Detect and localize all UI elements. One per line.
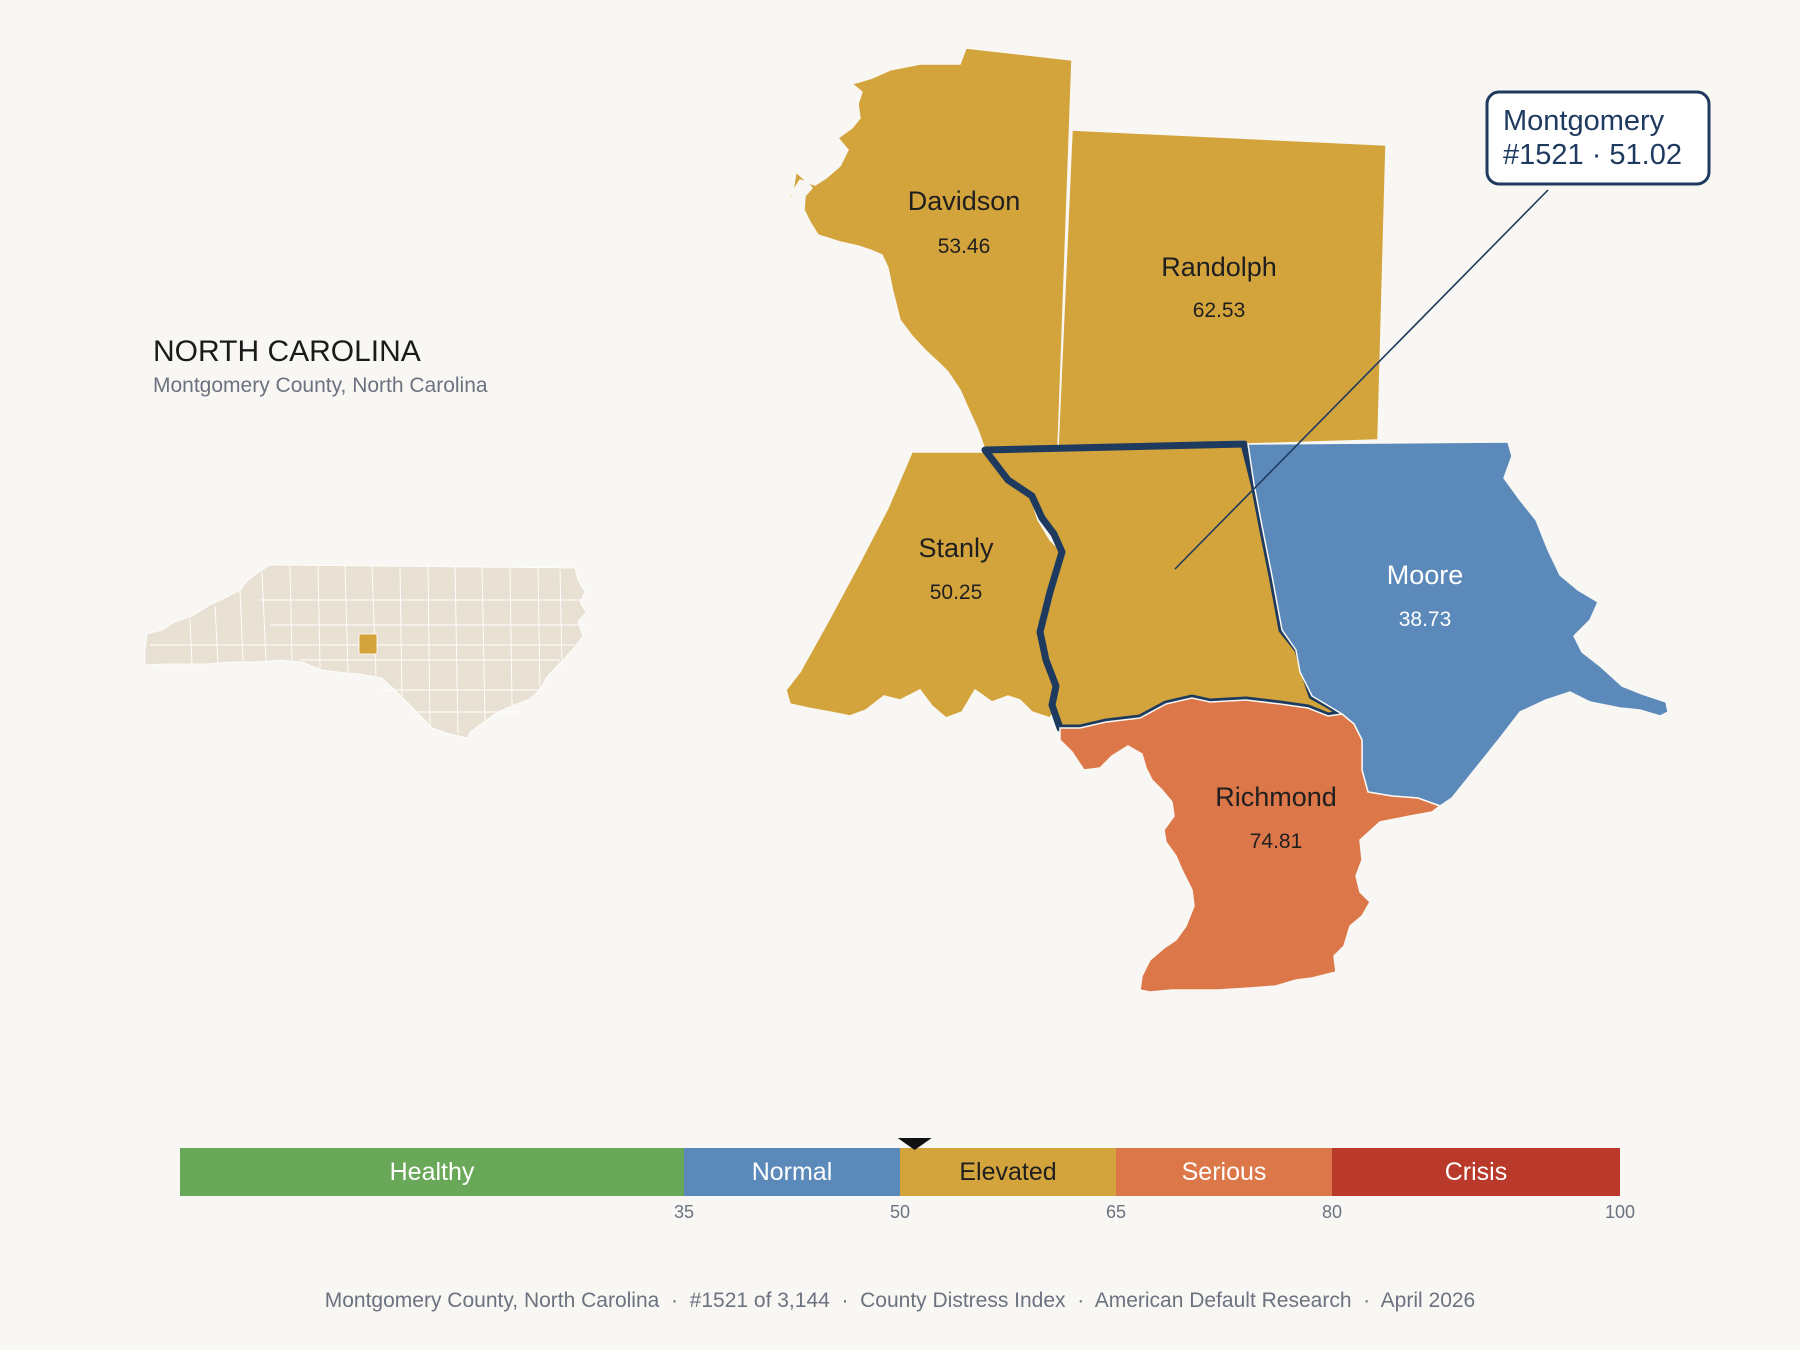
legend-label-normal: Normal <box>752 1158 833 1186</box>
legend-tick-80: 80 <box>1322 1202 1342 1222</box>
legend-band-serious <box>1116 1148 1332 1196</box>
callout-montgomery: Montgomery #1521 · 51.02 <box>1174 90 1711 570</box>
county-richmond[interactable] <box>1059 697 1442 993</box>
callout-name: Montgomery <box>1503 105 1665 137</box>
legend-tick-100: 100 <box>1605 1202 1635 1222</box>
callout-rank-score: #1521 · 51.02 <box>1503 139 1682 171</box>
legend-label-serious: Serious <box>1182 1158 1267 1186</box>
legend-band-healthy <box>180 1148 684 1196</box>
state-subtitle: Montgomery County, North Carolina <box>153 374 488 397</box>
legend-bands: Healthy Normal Elevated Serious Crisis <box>180 1148 1620 1196</box>
inset-county-grid <box>150 565 585 735</box>
legend-band-elevated <box>900 1148 1116 1196</box>
inset-state-map <box>144 564 587 739</box>
label-moore-name: Moore <box>1387 560 1464 590</box>
label-stanly-name: Stanly <box>918 533 994 563</box>
callout-leader-line <box>1174 189 1549 570</box>
legend-band-normal <box>684 1148 900 1196</box>
distress-legend: Healthy Normal Elevated Serious Crisis 35 50 6… <box>180 1138 1635 1222</box>
legend-label-crisis: Crisis <box>1445 1158 1508 1186</box>
callout-box <box>1485 90 1711 186</box>
county-moore[interactable] <box>1247 441 1669 807</box>
legend-tick-35: 35 <box>674 1202 694 1222</box>
label-richmond-name: Richmond <box>1215 782 1337 812</box>
legend-band-crisis <box>1332 1148 1620 1196</box>
label-stanly-value: 50.25 <box>930 581 983 604</box>
label-randolph-name: Randolph <box>1161 252 1277 282</box>
county-labels: Davidson 53.46 Randolph 62.53 Stanly 50.… <box>908 186 1464 853</box>
legend-tick-65: 65 <box>1106 1202 1126 1222</box>
county-davidson[interactable] <box>783 47 1073 451</box>
footer-text: Montgomery County, North Carolina · #152… <box>325 1289 1475 1312</box>
legend-label-elevated: Elevated <box>959 1158 1056 1186</box>
label-davidson-value: 53.46 <box>938 235 991 258</box>
inset-highlight-county <box>358 633 378 655</box>
label-richmond-value: 74.81 <box>1250 830 1303 853</box>
county-map <box>783 47 1669 993</box>
legend-label-healthy: Healthy <box>390 1158 475 1186</box>
county-randolph[interactable] <box>1057 129 1387 449</box>
label-davidson-name: Davidson <box>908 186 1021 216</box>
legend-tick-50: 50 <box>890 1202 910 1222</box>
legend-ticks: 35 50 65 80 100 <box>674 1202 1635 1222</box>
state-title: NORTH CAROLINA <box>153 335 421 368</box>
label-randolph-value: 62.53 <box>1193 299 1246 322</box>
label-moore-value: 38.73 <box>1399 608 1452 631</box>
legend-marker-triangle <box>897 1138 932 1150</box>
